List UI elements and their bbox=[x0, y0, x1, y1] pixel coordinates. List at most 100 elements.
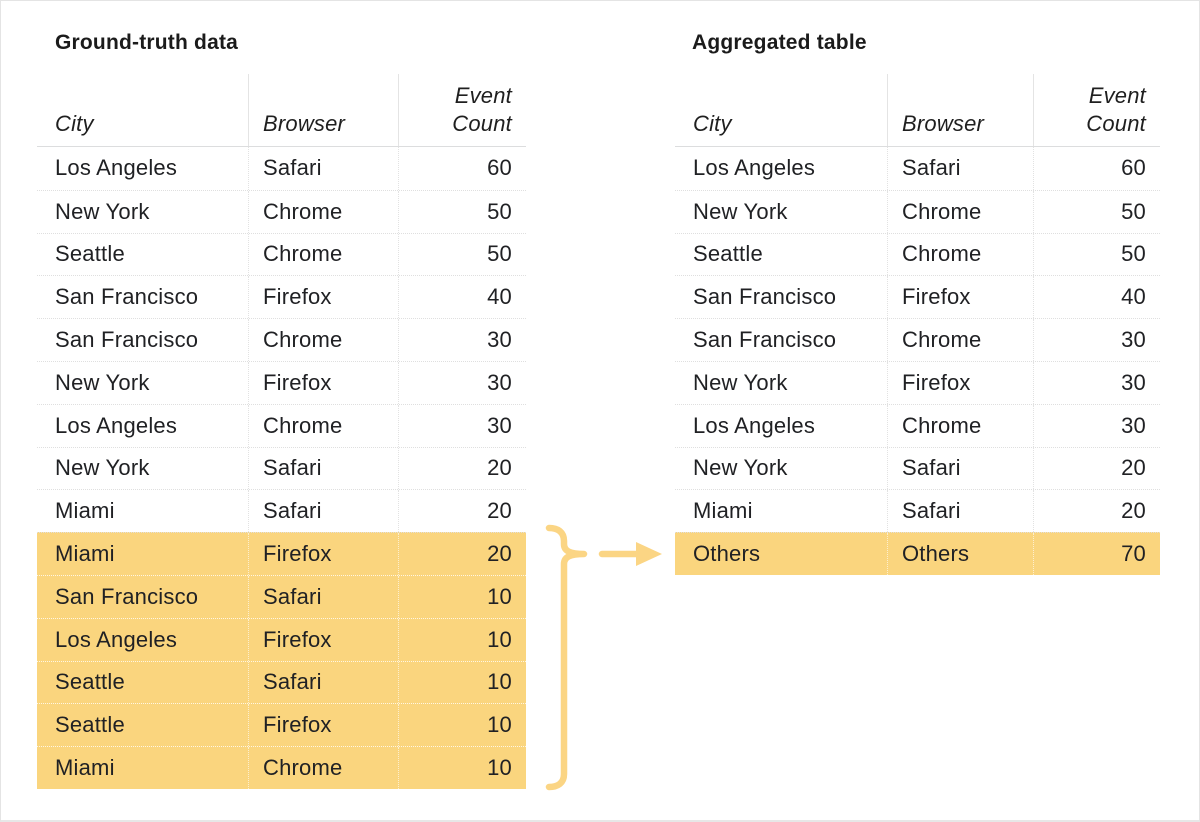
column-header-label: City bbox=[693, 110, 732, 136]
table-row-highlighted: San Francisco Safari 10 bbox=[37, 574, 526, 618]
cell-count: 30 bbox=[398, 361, 526, 404]
table-row-highlighted: Seattle Firefox 10 bbox=[37, 703, 526, 747]
cell-city: Seattle bbox=[55, 241, 125, 267]
cell-browser: Firefox bbox=[248, 276, 398, 319]
cell-count: 40 bbox=[1033, 276, 1160, 319]
cell-count: 20 bbox=[1033, 490, 1160, 533]
table-row-highlighted: Miami Chrome 10 bbox=[37, 746, 526, 789]
table-row: Seattle Chrome 50 bbox=[37, 232, 526, 276]
table-row: New York Firefox 30 bbox=[37, 360, 526, 404]
cell-count: 10 bbox=[398, 704, 526, 747]
cell-browser: Chrome bbox=[248, 190, 398, 233]
cell-browser: Firefox bbox=[887, 276, 1033, 319]
cell-count: 50 bbox=[1033, 190, 1160, 233]
cell-count: 60 bbox=[398, 147, 526, 190]
column-header-browser: Browser bbox=[248, 74, 398, 146]
column-header-city: City bbox=[675, 74, 887, 146]
table-row: New York Chrome 50 bbox=[675, 189, 1160, 233]
cell-count: 50 bbox=[1033, 233, 1160, 276]
cell-count: 40 bbox=[398, 276, 526, 319]
cell-browser: Chrome bbox=[248, 233, 398, 276]
cell-city: San Francisco bbox=[55, 284, 199, 310]
cell-count: 50 bbox=[398, 233, 526, 276]
table-header-row: City Browser Event Count bbox=[37, 74, 526, 147]
aggregated-table-body: Los Angeles Safari 60 New York Chrome 50 Seatt… bbox=[675, 147, 1160, 575]
table-row: Miami Safari 20 bbox=[37, 489, 526, 533]
cell-count: 30 bbox=[398, 319, 526, 361]
ground-truth-table: City Browser Event Count Los Angeles Safa… bbox=[37, 74, 526, 789]
cell-browser: Chrome bbox=[248, 319, 398, 361]
table-row: Seattle Chrome 50 bbox=[675, 232, 1160, 276]
cell-browser: Chrome bbox=[248, 404, 398, 447]
cell-count: 30 bbox=[1033, 319, 1160, 361]
column-header-event-count: Event Count bbox=[398, 74, 526, 146]
cell-city: San Francisco bbox=[55, 583, 199, 609]
cell-browser: Safari bbox=[887, 147, 1033, 190]
cell-city: New York bbox=[693, 198, 788, 224]
cell-count: 60 bbox=[1033, 147, 1160, 190]
cell-count: 30 bbox=[1033, 404, 1160, 447]
table-row: Los Angeles Safari 60 bbox=[675, 147, 1160, 190]
curly-brace-icon bbox=[545, 524, 588, 791]
cell-count: 20 bbox=[398, 490, 526, 533]
table-row: New York Safari 20 bbox=[37, 446, 526, 490]
column-header-label: Event Count bbox=[1086, 82, 1146, 136]
cell-browser: Safari bbox=[887, 490, 1033, 533]
cell-count: 50 bbox=[398, 190, 526, 233]
cell-browser: Firefox bbox=[248, 704, 398, 747]
cell-browser: Firefox bbox=[248, 618, 398, 661]
cell-browser: Chrome bbox=[887, 319, 1033, 361]
arrow-right-icon bbox=[636, 542, 662, 566]
cell-count: 10 bbox=[398, 618, 526, 661]
ground-truth-table-body: Los Angeles Safari 60 New York Chrome 50 Seatt… bbox=[37, 147, 526, 789]
cell-city: San Francisco bbox=[693, 284, 837, 310]
ground-truth-title: Ground-truth data bbox=[55, 31, 239, 54]
cell-city: San Francisco bbox=[693, 327, 837, 353]
table-row: San Francisco Firefox 40 bbox=[37, 275, 526, 319]
cell-count: 10 bbox=[398, 747, 526, 789]
cell-browser: Chrome bbox=[887, 233, 1033, 276]
cell-browser: Safari bbox=[248, 661, 398, 704]
cell-browser: Chrome bbox=[887, 404, 1033, 447]
cell-city: Miami bbox=[55, 755, 115, 781]
table-row: San Francisco Chrome 30 bbox=[675, 318, 1160, 361]
column-header-city: City bbox=[37, 74, 248, 146]
cell-city: Los Angeles bbox=[693, 412, 816, 438]
table-row-highlighted: Los Angeles Firefox 10 bbox=[37, 617, 526, 661]
cell-count: 20 bbox=[398, 447, 526, 490]
table-row-highlighted: Seattle Safari 10 bbox=[37, 660, 526, 704]
aggregation-annotation bbox=[545, 524, 662, 791]
table-row: New York Chrome 50 bbox=[37, 189, 526, 233]
cell-city: Los Angeles bbox=[693, 155, 816, 181]
cell-city: Seattle bbox=[693, 241, 763, 267]
cell-city: Miami bbox=[55, 498, 115, 524]
cell-count: 20 bbox=[398, 533, 526, 575]
aggregated-table-title: Aggregated table bbox=[692, 31, 867, 54]
cell-city: Los Angeles bbox=[55, 155, 178, 181]
cell-browser: Safari bbox=[248, 447, 398, 490]
cell-browser: Safari bbox=[887, 447, 1033, 490]
table-row-highlighted: Miami Firefox 20 bbox=[37, 532, 526, 575]
cell-count: 10 bbox=[398, 575, 526, 618]
cell-city: Seattle bbox=[55, 712, 125, 738]
cell-city: Los Angeles bbox=[55, 626, 178, 652]
table-row: New York Safari 20 bbox=[675, 446, 1160, 490]
cell-browser: Chrome bbox=[248, 747, 398, 789]
cell-browser: Safari bbox=[248, 147, 398, 190]
column-header-event-count: Event Count bbox=[1033, 74, 1160, 146]
table-row: Miami Safari 20 bbox=[675, 489, 1160, 533]
table-header-row: City Browser Event Count bbox=[675, 74, 1160, 147]
cell-city: Miami bbox=[693, 498, 753, 524]
table-row: New York Firefox 30 bbox=[675, 360, 1160, 404]
cell-count: 30 bbox=[398, 404, 526, 447]
table-row: San Francisco Firefox 40 bbox=[675, 275, 1160, 319]
table-row-highlighted: Others Others 70 bbox=[675, 532, 1160, 575]
cell-count: 30 bbox=[1033, 361, 1160, 404]
column-header-label: Event Count bbox=[452, 82, 512, 136]
column-header-label: City bbox=[55, 110, 94, 136]
cell-city: Seattle bbox=[55, 669, 125, 695]
cell-city: New York bbox=[55, 369, 150, 395]
table-row: San Francisco Chrome 30 bbox=[37, 318, 526, 361]
cell-browser: Others bbox=[887, 533, 1033, 575]
